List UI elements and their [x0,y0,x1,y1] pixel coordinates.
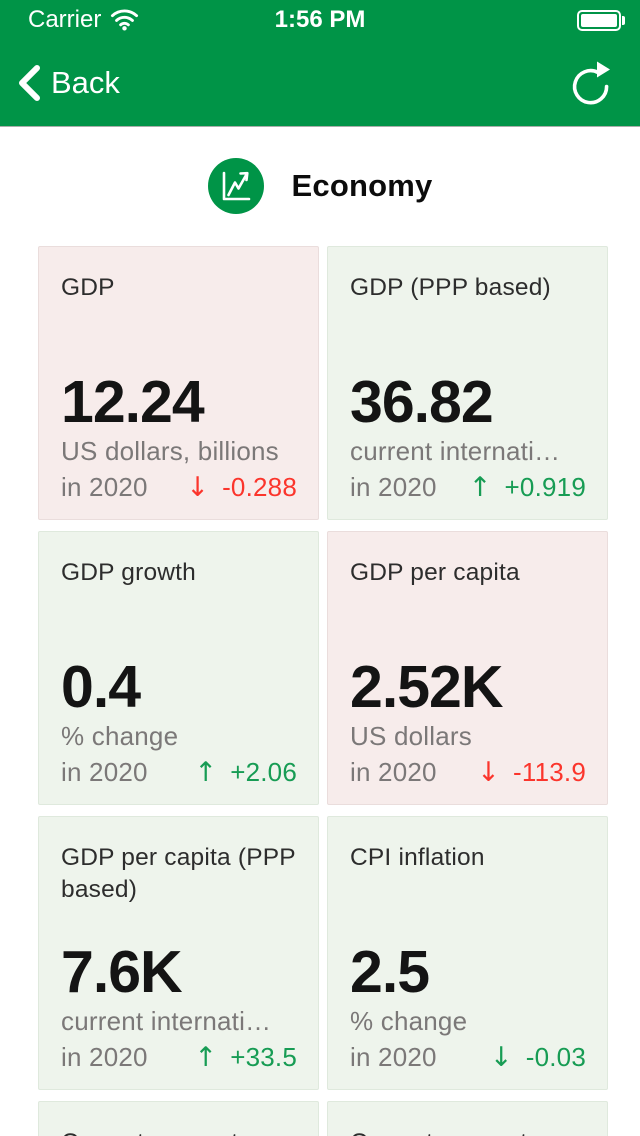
card-bottom: 2.52K US dollars in 2020 ↓ -113.9 [350,657,586,788]
card-title: CPI inflation [350,844,485,871]
change-arrow-icon: ↑ [468,472,492,503]
change-value: -0.288 [222,472,297,502]
card-value: 2.5 [350,938,430,1005]
card-change: ↓ -113.9 [477,757,586,788]
card-period: in 2020 [61,472,148,502]
content: Economy GDP 12.24 US dollars, billions i… [0,158,640,1136]
change-arrow-icon: ↑ [194,757,218,788]
card-unit: US dollars, billions [61,436,279,466]
card-meta: in 2020 ↑ +2.06 [61,757,297,788]
card-value: 36.82 [350,368,494,435]
card-title: GDP [61,274,115,301]
carrier-label: Carrier [28,6,102,33]
wifi-icon [111,9,139,31]
card-value: 2.52K [350,653,503,720]
card-bottom: 7.6K current internati… in 2020 ↑ +33.5 [61,942,297,1073]
change-value: +2.06 [230,757,297,787]
stat-card[interactable]: GDP per capita (PPP based) 7.6K current … [38,816,319,1090]
card-title: GDP per capita (PPP based) [61,844,296,904]
card-meta: in 2020 ↓ -0.288 [61,472,297,503]
card-value: 12.24 [61,368,205,435]
card-change: ↓ -0.288 [186,472,297,503]
status-bar: Carrier 1:56 PM [0,0,640,40]
card-period: in 2020 [350,472,437,502]
card-title: GDP (PPP based) [350,274,551,301]
card-period: in 2020 [61,757,148,787]
page-header: Economy [0,158,640,214]
stat-card[interactable]: GDP per capita 2.52K US dollars in 2020 … [327,531,608,805]
card-unit: % change [61,721,179,751]
card-bottom: 36.82 current internati… in 2020 ↑ +0.91… [350,372,586,503]
change-value: -0.03 [525,1042,586,1072]
stat-card[interactable]: Current account [327,1101,608,1136]
refresh-button[interactable] [568,59,614,107]
status-left: Carrier [28,6,139,34]
card-title: GDP per capita [350,559,520,586]
change-arrow-icon: ↓ [186,472,210,503]
card-change: ↑ +33.5 [194,1042,297,1073]
nav-bar: Back [0,40,640,127]
back-label: Back [51,65,120,100]
stat-card[interactable]: Current account [38,1101,319,1136]
card-bottom: 12.24 US dollars, billions in 2020 ↓ -0.… [61,372,297,503]
stat-card[interactable]: GDP (PPP based) 36.82 current internati…… [327,246,608,520]
card-unit: US dollars [350,721,472,751]
card-change: ↓ -0.03 [490,1042,586,1073]
card-title: GDP growth [61,559,196,586]
change-arrow-icon: ↑ [194,1042,218,1073]
battery-icon [577,9,625,31]
economy-chart-icon [207,158,264,214]
card-value: 7.6K [61,938,183,1005]
card-meta: in 2020 ↑ +0.919 [350,472,586,503]
stat-card[interactable]: GDP 12.24 US dollars, billions in 2020 ↓… [38,246,319,520]
stat-card[interactable]: GDP growth 0.4 % change in 2020 ↑ +2.06 [38,531,319,805]
card-change: ↑ +2.06 [194,757,297,788]
stat-card[interactable]: CPI inflation 2.5 % change in 2020 ↓ -0.… [327,816,608,1090]
card-change: ↑ +0.919 [469,472,586,503]
card-bottom: 2.5 % change in 2020 ↓ -0.03 [350,942,586,1073]
change-value: +33.5 [230,1042,297,1072]
change-value: +0.919 [504,472,586,502]
back-chevron-icon [19,65,40,101]
card-meta: in 2020 ↓ -113.9 [350,757,586,788]
card-title: Current account [61,1127,297,1136]
page-title: Economy [291,168,433,203]
change-arrow-icon: ↓ [489,1042,513,1073]
card-value: 0.4 [61,653,141,720]
change-value: -113.9 [513,757,586,787]
card-meta: in 2020 ↓ -0.03 [350,1042,586,1073]
card-unit: current internati… [61,1006,272,1036]
card-title: Current account [350,1127,586,1136]
cards-grid: GDP 12.24 US dollars, billions in 2020 ↓… [38,246,608,1136]
card-period: in 2020 [61,1042,148,1072]
card-unit: current internati… [350,436,561,466]
card-period: in 2020 [350,1042,437,1072]
refresh-icon [572,61,610,105]
card-unit: % change [350,1006,468,1036]
card-period: in 2020 [350,757,437,787]
change-arrow-icon: ↓ [477,757,500,788]
back-button[interactable]: Back [18,65,120,101]
card-bottom: 0.4 % change in 2020 ↑ +2.06 [61,657,297,788]
card-meta: in 2020 ↑ +33.5 [61,1042,297,1073]
